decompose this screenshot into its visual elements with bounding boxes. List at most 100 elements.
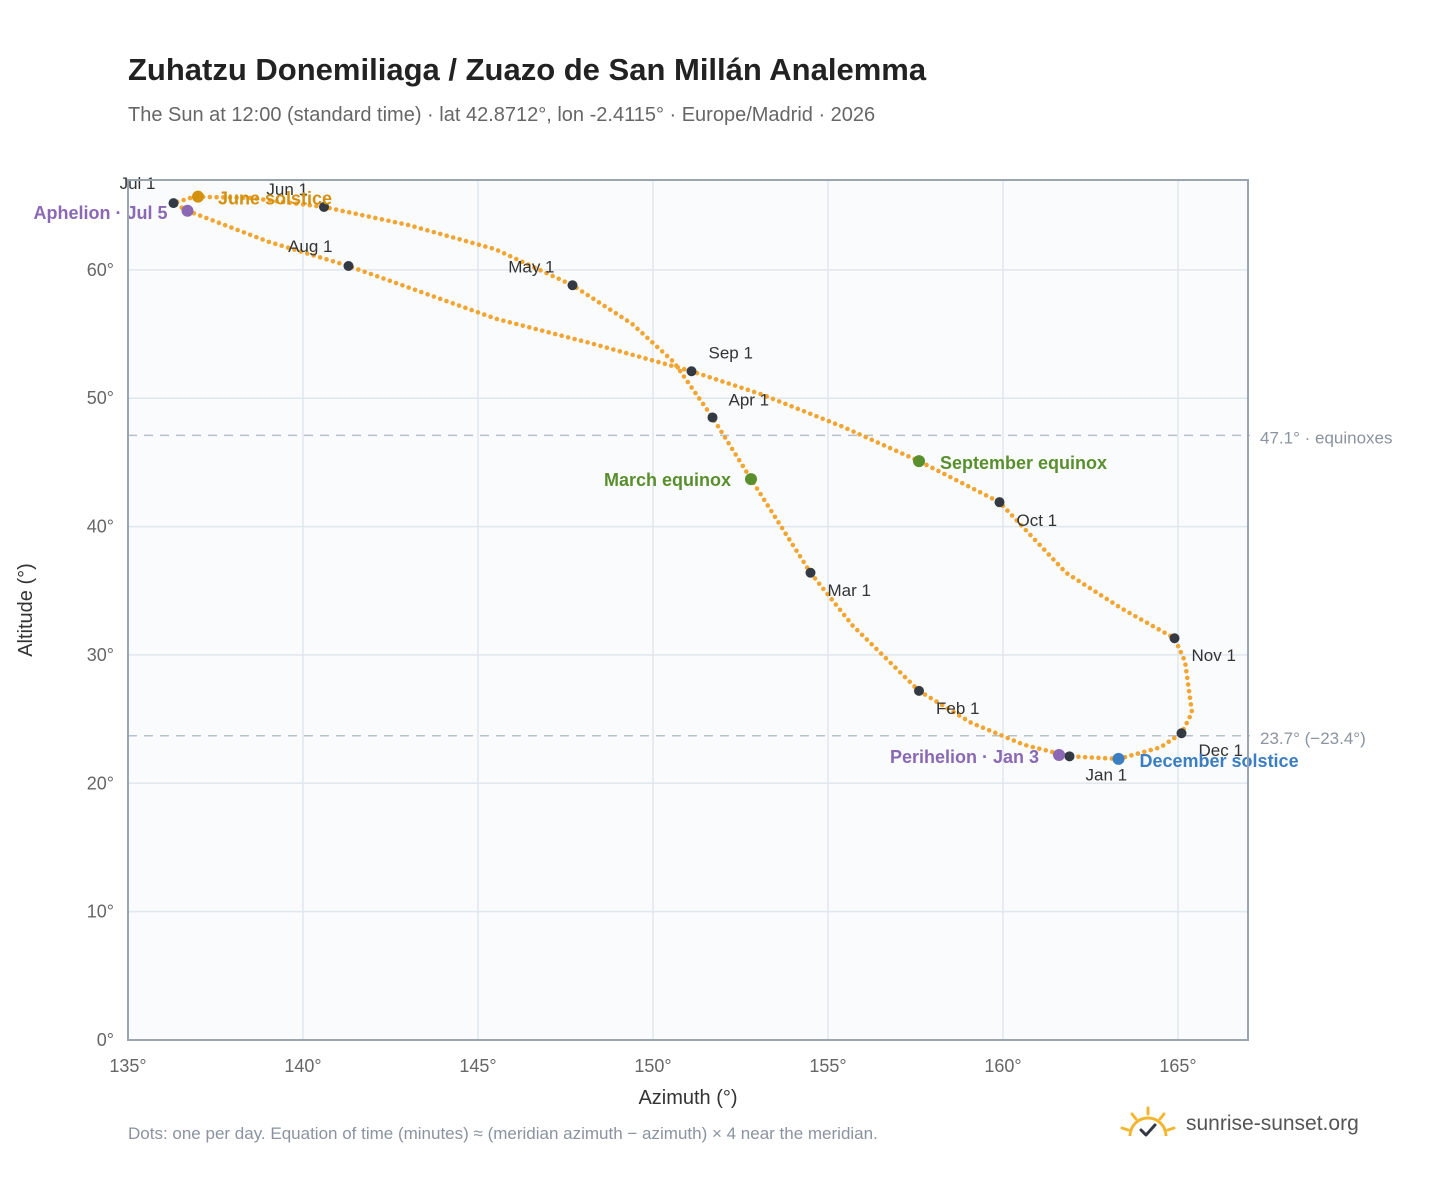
day-dot	[845, 426, 850, 432]
day-dot	[234, 195, 239, 200]
day-dot	[222, 222, 228, 228]
day-dot	[907, 679, 913, 685]
day-dot	[412, 224, 417, 230]
day-dot	[1166, 739, 1172, 745]
day-dot	[1135, 751, 1141, 756]
event-marker	[745, 473, 757, 486]
day-dot	[556, 276, 561, 282]
day-dot	[437, 231, 443, 237]
day-dot	[399, 221, 404, 226]
day-dot	[520, 323, 526, 328]
day-dot	[1162, 630, 1167, 635]
day-dot	[274, 198, 279, 204]
x-tick-label: 165°	[1159, 1056, 1196, 1076]
day-dot	[643, 356, 648, 361]
day-dot	[897, 670, 903, 675]
day-dot	[353, 211, 359, 217]
day-dot	[1081, 582, 1087, 587]
day-dot	[210, 218, 215, 223]
day-dot	[489, 245, 495, 251]
day-dot	[945, 706, 951, 711]
day-dot	[450, 235, 456, 240]
event-label: Perihelion · Jan 3	[890, 747, 1039, 767]
day-dot	[227, 195, 233, 200]
day-dot	[965, 483, 971, 489]
day-dot	[770, 396, 776, 402]
day-dot	[786, 537, 792, 542]
reference-line-label: 47.1° · equinoxes	[1260, 428, 1393, 447]
day-dot	[495, 248, 501, 253]
day-dot	[677, 368, 683, 374]
day-dot	[999, 733, 1004, 738]
event-markers: June solstice Aphelion · Jul 5 March equin…	[33, 189, 1298, 771]
day-dot	[765, 503, 771, 508]
day-dot	[450, 301, 456, 306]
day-dot	[611, 347, 616, 352]
day-dot	[953, 477, 959, 483]
day-dot	[832, 421, 838, 426]
day-dot	[379, 217, 385, 222]
month-marker	[707, 412, 718, 423]
day-dot	[1154, 745, 1160, 751]
day-dot	[437, 296, 443, 302]
day-dot	[292, 247, 297, 252]
event-label: September equinox	[940, 453, 1107, 473]
day-dot	[1089, 755, 1095, 760]
day-dot	[814, 413, 819, 419]
day-dot	[1187, 714, 1193, 720]
day-dot	[1104, 596, 1110, 602]
day-dot	[260, 237, 265, 242]
event-marker	[1053, 749, 1065, 762]
day-dot	[779, 525, 785, 531]
day-dot	[934, 699, 939, 704]
day-dot	[869, 437, 875, 443]
day-dot	[713, 377, 719, 382]
day-dot	[359, 212, 365, 218]
day-dot	[881, 443, 887, 448]
day-dot	[501, 318, 506, 323]
day-dot	[336, 260, 342, 266]
day-dot	[405, 222, 411, 228]
day-dot	[501, 251, 507, 256]
day-dot	[1186, 688, 1192, 694]
month-marker	[567, 280, 578, 291]
event-label: June solstice	[218, 189, 332, 209]
day-dot	[1009, 513, 1015, 518]
day-dot	[993, 730, 998, 736]
day-dot	[736, 457, 742, 463]
day-dot	[1011, 738, 1017, 743]
day-dot	[1041, 547, 1047, 552]
month-markers: Jan 1 Feb 1 Mar 1 Apr 1 May 1 Jun 1 Jul 1 Aug 1…	[120, 174, 1243, 784]
day-dot	[693, 390, 698, 396]
x-tick-label: 150°	[634, 1056, 671, 1076]
day-dot	[630, 352, 635, 358]
day-dot	[722, 435, 728, 440]
day-dot	[287, 200, 293, 206]
day-dot	[1046, 552, 1052, 557]
month-label: Jul 1	[120, 174, 156, 193]
x-tick-label: 155°	[809, 1056, 846, 1076]
day-dot	[801, 559, 806, 565]
month-label: Nov 1	[1192, 646, 1236, 665]
day-dot	[959, 480, 965, 486]
grid-lines	[127, 180, 1248, 1041]
day-dot	[869, 641, 874, 647]
day-dot	[579, 289, 585, 294]
brand[interactable]: sunrise-sunset.org	[1120, 1104, 1359, 1144]
day-dot	[1018, 522, 1024, 528]
day-dot	[794, 548, 799, 553]
event-label: Aphelion · Jul 5	[33, 203, 167, 223]
day-dot	[418, 226, 424, 231]
chart-title: Zuhatzu Donemiliaga / Zuazo de San Millá…	[128, 52, 927, 87]
day-dot	[962, 716, 968, 722]
x-axis-ticks: 135° 140° 145° 150° 155° 160° 165°	[109, 1056, 1196, 1076]
day-dot	[1184, 675, 1190, 681]
day-dot	[924, 462, 929, 468]
day-dot	[1065, 571, 1070, 576]
day-dot	[795, 406, 801, 412]
day-dot	[562, 279, 568, 284]
day-dot	[481, 312, 487, 317]
y-tick-label: 0°	[97, 1030, 114, 1050]
day-dot	[893, 448, 899, 454]
month-label: Dec 1	[1199, 741, 1243, 760]
